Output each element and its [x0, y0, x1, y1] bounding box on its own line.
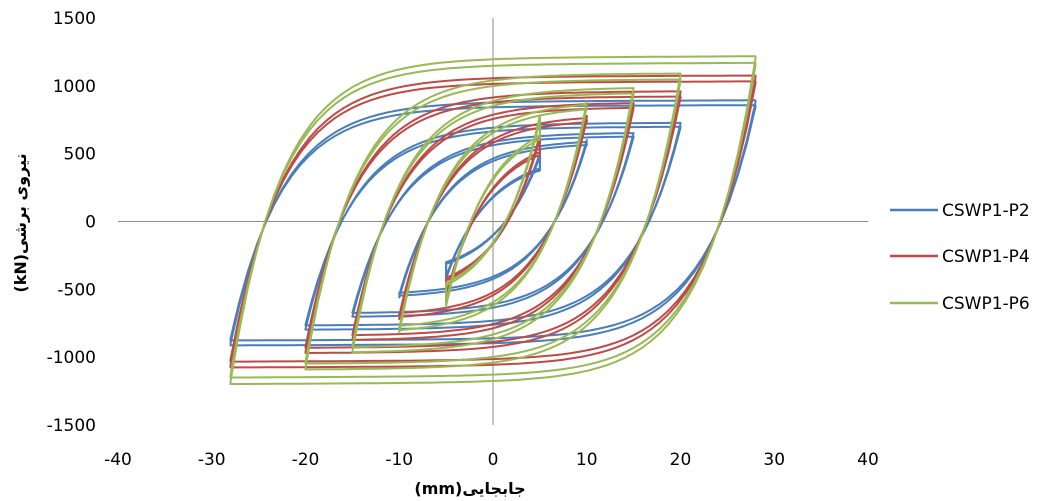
x-tick-label: -30 [198, 450, 226, 470]
hysteresis-loop [351, 102, 635, 341]
hysteresis-loop [304, 72, 682, 371]
x-tick-label: 0 [488, 450, 499, 470]
x-tick-label: 20 [670, 450, 692, 470]
y-tick-label: 1500 [53, 9, 96, 29]
legend-item: CSWP1-P6 [890, 294, 1030, 314]
hysteresis-loop [229, 61, 757, 379]
y-tick-label: -1000 [47, 348, 96, 368]
hysteresis-loop [304, 90, 682, 354]
series-3 [229, 55, 757, 385]
legend-item: CSWP1-P4 [890, 247, 1030, 267]
x-tick-label: 30 [763, 450, 785, 470]
series-layer [229, 55, 757, 385]
hysteresis-loop [351, 132, 635, 318]
hysteresis-loop [351, 106, 635, 337]
hysteresis-loop [398, 142, 588, 296]
y-tick-label: 1000 [53, 77, 96, 97]
hysteresis-loop [398, 139, 588, 299]
legend-label: CSWP1-P2 [942, 201, 1030, 221]
hysteresis-loop [445, 155, 541, 278]
x-tick-label: 10 [576, 450, 598, 470]
x-tick-label: -20 [292, 450, 320, 470]
x-axis-title: جابجایی(mm) [414, 479, 525, 498]
y-axis-title: نیروی برشی(kN) [11, 153, 30, 292]
hysteresis-loop [398, 101, 588, 334]
hysteresis-loop [304, 78, 682, 365]
hysteresis-loop [398, 114, 588, 321]
hysteresis-loop [445, 118, 541, 304]
legend: CSWP1-P2 CSWP1-P4 CSWP1-P6 [890, 201, 1030, 314]
hysteresis-loop [304, 95, 682, 349]
hysteresis-loop [351, 87, 635, 354]
x-tick-label: -10 [385, 450, 413, 470]
hysteresis-loop [398, 105, 588, 330]
hysteresis-loop [229, 99, 757, 347]
tick-layer: -40 -30 -20 -10 0 10 20 30 40 1500 1000 500 0 -500 -10… [47, 9, 879, 470]
y-tick-label: 500 [64, 145, 96, 165]
legend-item: CSWP1-P2 [890, 201, 1030, 221]
x-tick-label: 40 [857, 450, 879, 470]
hysteresis-loop [229, 74, 757, 369]
y-tick-label: -1500 [47, 416, 96, 436]
hysteresis-loop [229, 80, 757, 363]
y-tick-label: 0 [85, 213, 96, 233]
legend-label: CSWP1-P4 [942, 247, 1030, 267]
hysteresis-loop [351, 92, 635, 348]
hysteresis-loop [351, 135, 635, 314]
x-tick-label: -40 [104, 450, 132, 470]
hysteresis-loop [229, 55, 757, 385]
legend-label: CSWP1-P6 [942, 294, 1030, 314]
y-tick-label: -500 [57, 280, 96, 300]
hysteresis-loop [398, 118, 588, 317]
